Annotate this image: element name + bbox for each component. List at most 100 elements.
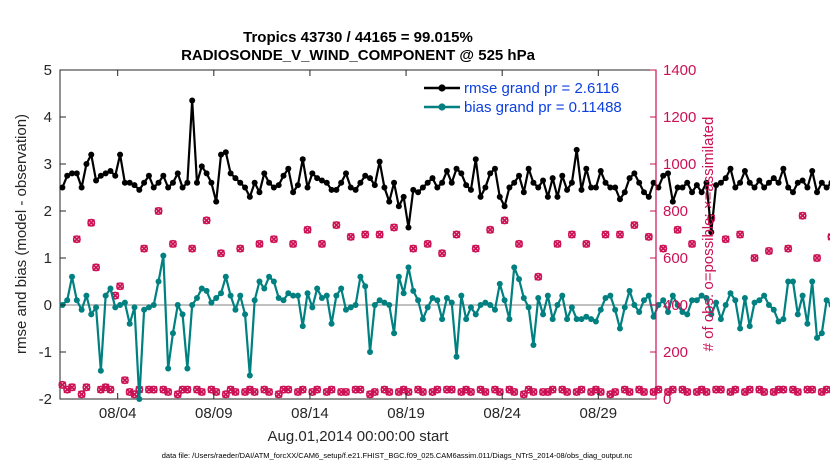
rmse-point bbox=[674, 184, 681, 191]
rmse-point bbox=[218, 151, 225, 158]
rmse-point bbox=[530, 179, 537, 186]
rmse-point bbox=[708, 229, 715, 236]
rmse-point bbox=[467, 186, 474, 193]
bias-point bbox=[693, 297, 700, 304]
obs-possible-point bbox=[337, 387, 346, 396]
rmse-point bbox=[775, 179, 782, 186]
obs-assimilated-point bbox=[375, 230, 384, 239]
bias-point bbox=[640, 297, 647, 304]
rmse-point bbox=[415, 189, 422, 196]
rmse-point bbox=[290, 189, 297, 196]
obs-assimilated-point bbox=[236, 244, 245, 253]
rmse-point bbox=[145, 172, 152, 179]
rmse-point bbox=[179, 184, 186, 191]
bias-point bbox=[544, 292, 551, 299]
rmse-point bbox=[405, 224, 412, 231]
rmse-point bbox=[616, 196, 623, 203]
bias-point bbox=[823, 297, 830, 304]
obs-assimilated-point bbox=[683, 388, 692, 396]
legend-bias-marker bbox=[438, 103, 446, 111]
obs-possible-point bbox=[390, 223, 399, 232]
obs-assimilated-point bbox=[784, 244, 793, 253]
rmse-point bbox=[410, 186, 417, 193]
obs-assimilated-point bbox=[423, 240, 432, 248]
obs-assimilated-point bbox=[779, 385, 788, 394]
rmse-point bbox=[516, 172, 523, 179]
rmse-point bbox=[789, 189, 796, 196]
bias-point bbox=[232, 306, 239, 313]
obs-assimilated-point bbox=[294, 388, 302, 396]
rmse-point bbox=[73, 170, 80, 177]
bias-point bbox=[535, 294, 542, 301]
bias-point bbox=[155, 278, 162, 285]
obs-assimilated-point bbox=[659, 244, 668, 253]
legend: rmse grand pr = 2.6116 bias grand pr = 0… bbox=[424, 80, 622, 116]
obs-possible-point bbox=[409, 244, 418, 253]
bias-point bbox=[789, 278, 796, 285]
obs-assimilated-point bbox=[606, 390, 615, 399]
obs-assimilated-point bbox=[313, 385, 321, 394]
rmse-point bbox=[150, 184, 157, 191]
obs-assimilated-point bbox=[68, 383, 76, 392]
obs-possible-point bbox=[688, 239, 697, 248]
rmse-point bbox=[381, 184, 388, 191]
bias-point bbox=[703, 294, 710, 301]
rmse-point bbox=[703, 179, 710, 186]
bias-point bbox=[573, 316, 580, 323]
rmse-point bbox=[165, 184, 172, 191]
bias-point bbox=[511, 264, 518, 271]
obs-possible-point bbox=[423, 239, 432, 248]
rmse-point bbox=[222, 149, 229, 156]
x-tick-label: 08/14 bbox=[291, 405, 329, 422]
obs-assimilated-point bbox=[193, 385, 201, 394]
obs-assimilated-point bbox=[481, 388, 490, 396]
x-tick-label: 08/24 bbox=[483, 405, 521, 422]
rmse-point bbox=[756, 177, 763, 184]
rmse-point bbox=[189, 97, 196, 104]
bias-point bbox=[189, 302, 196, 308]
bias-point bbox=[328, 320, 335, 327]
obs-assimilated-point bbox=[87, 218, 96, 227]
obs-assimilated-point bbox=[534, 272, 543, 281]
obs-assimilated-point bbox=[250, 388, 259, 396]
rmse-point bbox=[506, 184, 513, 191]
obs-possible-point bbox=[486, 225, 495, 234]
obs-assimilated-point bbox=[741, 388, 749, 396]
rmse-point bbox=[453, 165, 460, 172]
rmse-point bbox=[126, 179, 133, 186]
rmse-point bbox=[93, 177, 100, 184]
obs-assimilated-point bbox=[505, 385, 514, 394]
obs-assimilated-point bbox=[452, 230, 461, 239]
obs-assimilated-point bbox=[265, 388, 273, 396]
rmse-point bbox=[314, 175, 321, 182]
rmse-point bbox=[88, 151, 95, 158]
obs-possible-point bbox=[120, 376, 129, 385]
rmse-point bbox=[328, 186, 335, 193]
obs-assimilated-point bbox=[82, 383, 91, 392]
obs-assimilated-point bbox=[524, 385, 533, 394]
bias-point bbox=[218, 290, 225, 297]
bias-point bbox=[794, 311, 801, 318]
rmse-point bbox=[689, 189, 696, 196]
obs-assimilated-point bbox=[462, 385, 470, 394]
bias-point bbox=[117, 302, 124, 308]
bias-point bbox=[145, 304, 152, 311]
legend-rmse-label: rmse grand pr = 2.6116 bbox=[464, 80, 619, 97]
obs-possible-point bbox=[716, 385, 725, 394]
bias-point bbox=[765, 302, 772, 308]
y-left-tick-label: -2 bbox=[39, 391, 52, 408]
obs-assimilated-point bbox=[318, 240, 326, 248]
bias-point bbox=[333, 292, 340, 299]
obs-assimilated-point bbox=[342, 388, 350, 396]
obs-assimilated-point bbox=[366, 390, 374, 399]
bias-point bbox=[290, 292, 297, 299]
obs-possible-point bbox=[803, 385, 812, 394]
obs-assimilated-point bbox=[97, 385, 105, 394]
rmse-point bbox=[631, 170, 638, 177]
bias-point bbox=[299, 323, 306, 330]
chart-title-line-1: Tropics 43730 / 44165 = 99.015% bbox=[243, 29, 473, 46]
bias-point bbox=[491, 306, 498, 313]
rmse-point bbox=[785, 184, 792, 191]
rmse-point bbox=[713, 182, 720, 189]
bias-point bbox=[338, 285, 345, 292]
